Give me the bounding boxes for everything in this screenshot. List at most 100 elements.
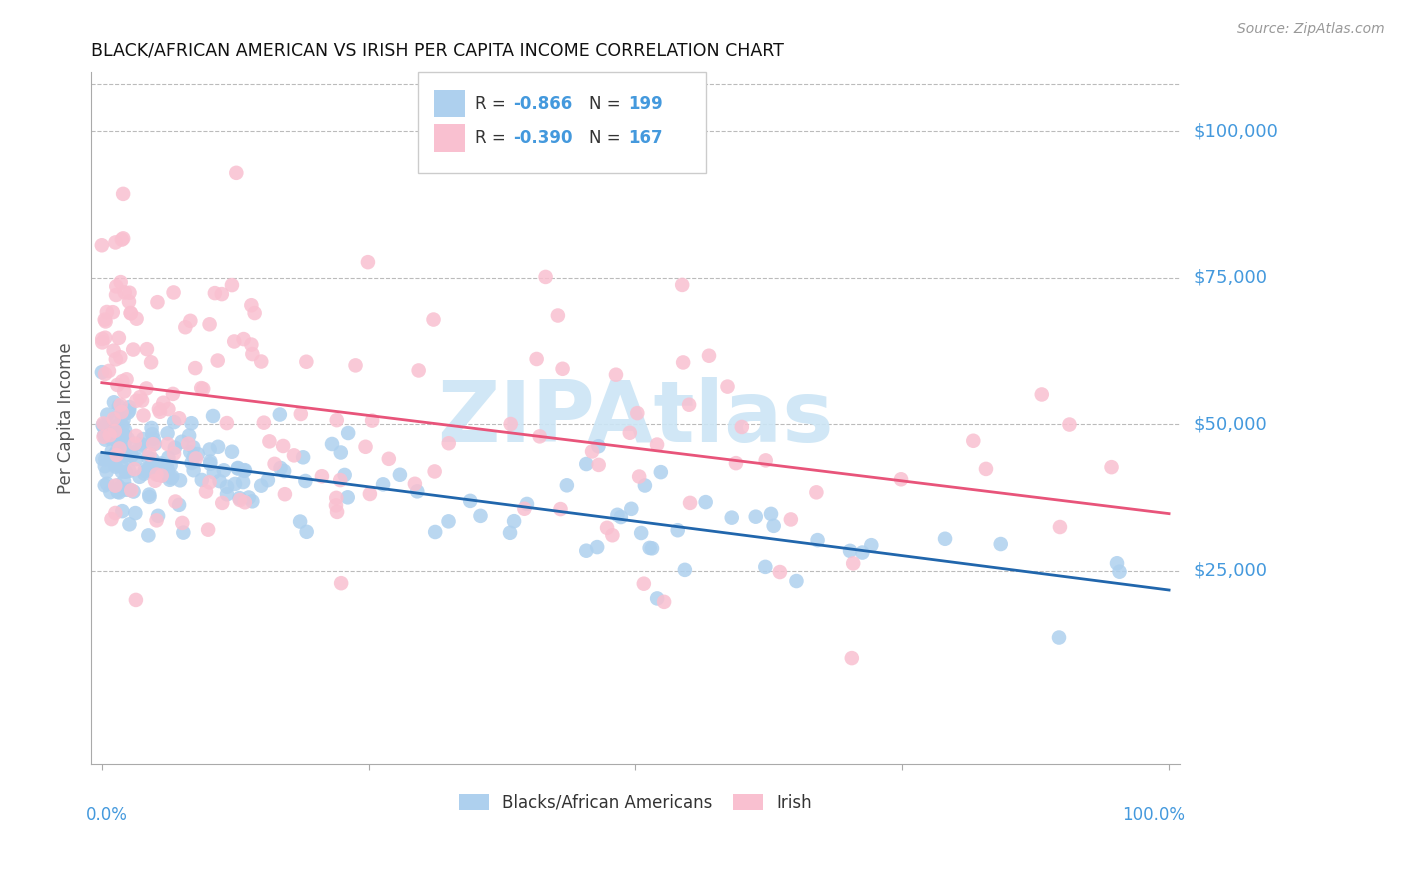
Point [111,409,134,423]
Point [159,458,181,473]
Point [720,510,742,524]
Point [139,460,162,475]
Point [94,314,117,328]
Point [581,444,603,458]
Point [250,478,273,492]
Point [769,565,792,579]
Point [128,440,150,454]
Point [181,440,204,454]
Point [990,537,1012,551]
Point [606,508,628,522]
Point [149,405,172,419]
Point [294,474,316,488]
Point [152,468,174,483]
Point [103,453,125,467]
Point [232,332,254,346]
Point [187,447,209,461]
Point [93,312,115,326]
Point [326,413,349,427]
Point [156,463,179,477]
Point [547,309,569,323]
Point [101,443,124,458]
Point [107,478,129,492]
Point [138,487,160,501]
Point [94,478,117,492]
Point [974,462,997,476]
Point [167,411,190,425]
Point [108,331,131,345]
Point [172,516,194,530]
Point [148,402,170,417]
Point [131,437,153,451]
Point [124,462,146,476]
Point [745,509,768,524]
Point [754,560,776,574]
Point [112,186,135,201]
Point [103,412,125,426]
Point [371,477,394,491]
Point [184,451,207,466]
Point [890,472,912,486]
Point [499,417,522,431]
Point [180,456,202,470]
Point [184,361,207,376]
Point [388,467,411,482]
Point [114,449,136,463]
Point [806,485,828,500]
Point [108,442,131,456]
Point [104,506,127,520]
Point [103,448,125,462]
Point [156,437,179,451]
Point [716,379,738,393]
Point [120,444,142,458]
Text: 0.0%: 0.0% [86,805,128,824]
Point [588,458,610,472]
Point [98,431,121,445]
Point [596,521,619,535]
Point [146,464,169,478]
Point [202,409,225,423]
Text: -0.866: -0.866 [513,95,572,112]
Point [124,436,146,450]
Point [148,467,170,482]
Point [107,434,129,449]
Point [104,431,127,445]
Point [111,418,134,433]
Point [1031,387,1053,401]
Point [118,400,141,414]
Point [860,538,883,552]
FancyBboxPatch shape [418,72,706,173]
Point [650,465,672,479]
Point [115,483,138,497]
Point [610,510,633,524]
Point [103,395,125,409]
Point [226,461,249,475]
Point [458,494,481,508]
Text: -0.390: -0.390 [513,129,574,147]
Point [111,459,134,474]
Point [228,491,250,505]
Point [121,449,143,463]
Point [129,390,152,404]
Point [679,496,702,510]
Point [97,429,120,443]
Point [111,465,134,479]
Point [108,399,131,413]
Point [159,473,181,487]
Point [118,517,141,532]
Text: $100,000: $100,000 [1194,122,1278,140]
Point [169,473,191,487]
Text: N =: N = [589,95,626,112]
Point [633,576,655,591]
Point [1105,556,1128,570]
Point [724,456,747,470]
Text: 100.0%: 100.0% [1122,805,1185,824]
Point [118,285,141,300]
Point [112,413,135,427]
Point [295,524,318,539]
Point [503,514,526,528]
Point [516,497,538,511]
Point [425,524,447,539]
Point [110,351,132,365]
Point [645,591,668,606]
